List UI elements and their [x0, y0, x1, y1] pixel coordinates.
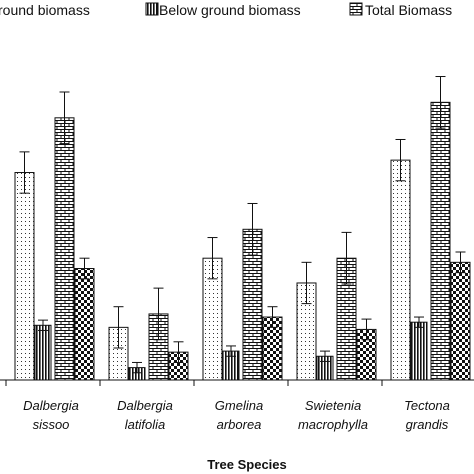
legend-swatch-total	[349, 2, 363, 16]
legend: round biomass Below ground biomass Total…	[0, 2, 452, 18]
x-tick-label: Gmelina arborea	[215, 398, 263, 432]
x-tick-label: Dalbergia sissoo	[23, 398, 79, 432]
bar	[430, 101, 451, 381]
legend-label: round biomass	[0, 2, 90, 18]
bar	[450, 261, 471, 381]
legend-label: Below ground biomass	[159, 2, 301, 18]
error-bars	[19, 76, 466, 374]
bar	[54, 117, 75, 381]
x-axis-tick-labels: Dalbergia sissoo Dalbergia latifolia Gmelina…	[23, 398, 450, 432]
x-tick-label: Tectona grandis	[404, 398, 450, 432]
bar	[390, 159, 411, 381]
bars	[14, 101, 471, 381]
bar	[14, 172, 35, 381]
bar	[410, 321, 428, 381]
bar	[34, 324, 52, 381]
x-tick-label: Dalbergia latifolia	[117, 398, 173, 432]
x-axis-title: Tree Species	[207, 457, 287, 472]
legend-label: Total Biomass	[365, 2, 452, 18]
x-axis-ticks	[5, 380, 383, 386]
bar	[74, 268, 95, 381]
legend-swatch-below-ground	[145, 2, 159, 16]
x-tick-label: Swietenia macrophylla	[298, 398, 368, 432]
